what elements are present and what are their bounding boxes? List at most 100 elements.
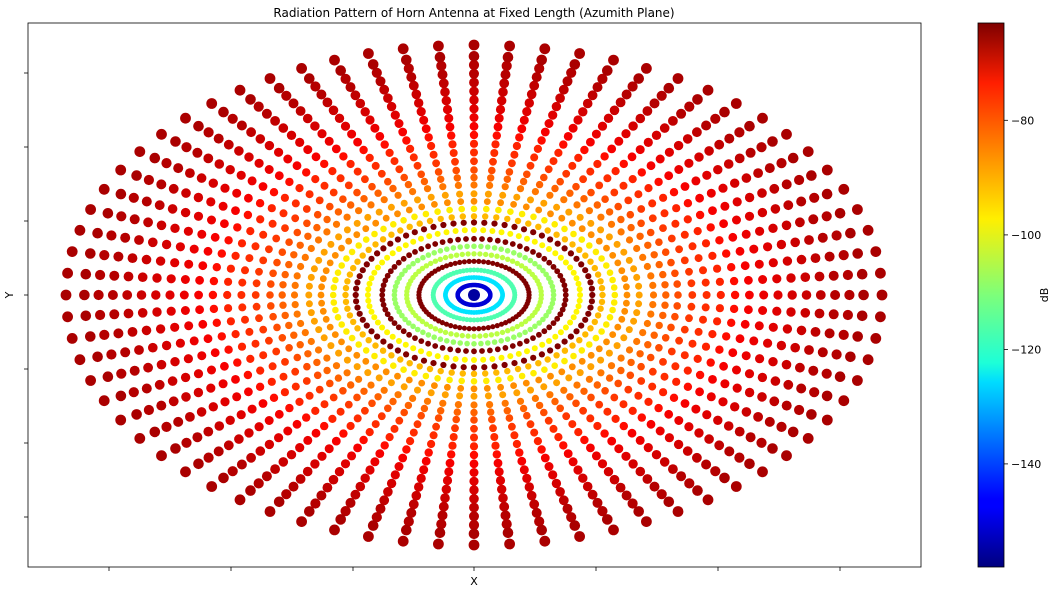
- scatter-point: [338, 262, 346, 269]
- scatter-point: [315, 385, 324, 394]
- scatter-point: [702, 494, 714, 506]
- scatter-point: [206, 98, 218, 109]
- scatter-point: [397, 356, 404, 363]
- scatter-point: [715, 304, 725, 313]
- scatter-point: [619, 181, 628, 190]
- scatter-point: [334, 113, 345, 124]
- scatter-point: [189, 244, 199, 254]
- scatter-point: [244, 193, 253, 203]
- scatter-point: [479, 236, 485, 242]
- scatter-point: [414, 326, 421, 333]
- scatter-point: [281, 311, 289, 320]
- scatter-point: [258, 182, 268, 191]
- scatter-point: [323, 354, 331, 362]
- scatter-point: [845, 351, 856, 363]
- scatter-point: [431, 250, 438, 256]
- scatter-point: [392, 283, 399, 290]
- scatter-point: [355, 98, 366, 109]
- scatter-point: [379, 236, 387, 243]
- scatter-point: [401, 524, 412, 536]
- scatter-point: [558, 84, 569, 95]
- scatter-point: [339, 152, 348, 161]
- scatter-point: [667, 234, 676, 243]
- scatter-point: [494, 113, 504, 123]
- scatter-point: [457, 244, 464, 250]
- scatter-point: [353, 219, 361, 227]
- scatter-point: [551, 397, 559, 406]
- scatter-point: [193, 192, 204, 203]
- scatter-point: [400, 383, 408, 391]
- scatter-point: [395, 416, 404, 425]
- scatter-point: [212, 263, 221, 272]
- scatter-point: [326, 379, 334, 388]
- scatter-point: [123, 271, 134, 282]
- scatter-point: [838, 183, 850, 195]
- scatter-point: [281, 358, 289, 366]
- scatter-point: [684, 478, 695, 489]
- scatter-point: [420, 177, 429, 186]
- scatter-point: [490, 324, 496, 330]
- scatter-point: [406, 507, 417, 518]
- scatter-point: [659, 457, 670, 467]
- scatter-point: [570, 230, 577, 238]
- scatter-point: [497, 96, 507, 106]
- scatter-point: [440, 221, 447, 229]
- scatter-point: [650, 331, 658, 339]
- scatter-point: [422, 210, 430, 218]
- scatter-point: [484, 190, 492, 198]
- scatter-point: [498, 87, 508, 97]
- scatter-point: [416, 107, 426, 117]
- scatter-point: [720, 201, 730, 211]
- scatter-point: [470, 173, 478, 182]
- scatter-point: [568, 363, 576, 371]
- scatter-point: [469, 113, 479, 122]
- scatter-point: [291, 382, 300, 391]
- scatter-point: [540, 173, 548, 182]
- scatter-point: [391, 292, 398, 298]
- scatter-point: [329, 188, 338, 197]
- scatter-point: [220, 397, 230, 407]
- scatter-point: [587, 489, 598, 500]
- scatter-point: [499, 254, 506, 261]
- scatter-point: [431, 334, 438, 341]
- scatter-point: [481, 364, 488, 371]
- scatter-point: [728, 232, 738, 242]
- scatter-point: [152, 307, 162, 317]
- scatter-point: [280, 193, 289, 202]
- scatter-point: [695, 210, 705, 220]
- scatter-point: [384, 254, 391, 261]
- scatter-point: [701, 303, 710, 312]
- scatter-point: [387, 240, 394, 247]
- scatter-point: [303, 219, 311, 228]
- scatter-point: [285, 321, 293, 330]
- scatter-point: [821, 164, 833, 176]
- scatter-point: [285, 344, 293, 352]
- scatter-point: [627, 81, 638, 92]
- scatter-point: [617, 366, 625, 375]
- scatter-point: [120, 232, 131, 243]
- scatter-point: [687, 302, 696, 311]
- scatter-point: [457, 259, 463, 265]
- scatter-point: [443, 354, 450, 361]
- scatter-point: [285, 177, 294, 187]
- scatter-point: [460, 364, 467, 371]
- scatter-point: [539, 535, 551, 547]
- scatter-point: [128, 192, 139, 203]
- scatter-point: [756, 437, 767, 448]
- scatter-point: [531, 394, 540, 402]
- scatter-point: [252, 279, 261, 288]
- scatter-point: [570, 269, 577, 276]
- scatter-point: [452, 356, 459, 362]
- scatter-point: [336, 407, 345, 416]
- scatter-point: [749, 336, 759, 346]
- scatter-point: [639, 253, 647, 261]
- scatter-point: [128, 387, 139, 398]
- y-axis-label: Y: [3, 291, 16, 299]
- scatter-point: [274, 171, 284, 181]
- scatter-point: [541, 328, 548, 335]
- scatter-point: [586, 137, 595, 147]
- scatter-point: [279, 301, 287, 309]
- scatter-point: [270, 116, 280, 126]
- scatter-point: [259, 351, 268, 360]
- scatter-point: [461, 356, 468, 363]
